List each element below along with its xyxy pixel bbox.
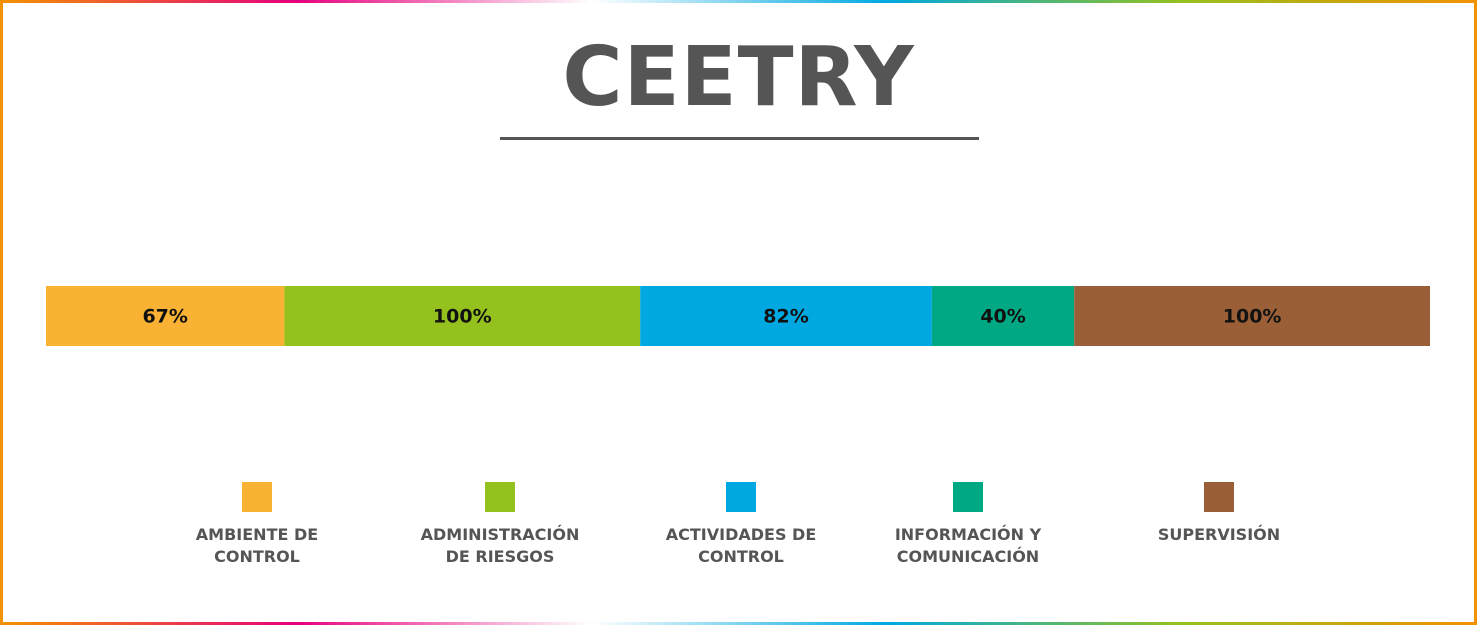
- legend-label: SUPERVISIÓN: [1157, 525, 1281, 544]
- legend-swatch: [485, 482, 515, 512]
- legend-label: ACTIVIDADES DE CONTROL: [665, 525, 817, 566]
- legend-label: AMBIENTE DE CONTROL: [195, 525, 319, 566]
- legend-swatch: [242, 482, 272, 512]
- legend-item: ADMINISTRACIÓN DE RIESGOS: [420, 482, 580, 568]
- data-label: 100%: [433, 306, 492, 328]
- legend-swatch: [953, 482, 983, 512]
- chart-title: CEETRY: [562, 30, 915, 125]
- legend-item: AMBIENTE DE CONTROL: [177, 482, 337, 568]
- data-label: 82%: [763, 306, 808, 328]
- legend-item: ACTIVIDADES DE CONTROL: [661, 482, 821, 568]
- data-label: 100%: [1223, 306, 1282, 328]
- legend-item: SUPERVISIÓN: [1139, 482, 1299, 546]
- legend-label: INFORMACIÓN Y COMUNICACIÓN: [894, 525, 1042, 566]
- data-label: 40%: [980, 306, 1025, 328]
- legend-swatch: [1204, 482, 1234, 512]
- bar-segment: [931, 286, 1075, 346]
- bar-segment: [46, 286, 285, 346]
- legend-item: INFORMACIÓN Y COMUNICACIÓN: [888, 482, 1048, 568]
- bar-segment: [640, 286, 932, 346]
- bar-segment: [284, 286, 641, 346]
- title-rule: [500, 137, 979, 140]
- legend-label: ADMINISTRACIÓN DE RIESGOS: [420, 525, 580, 566]
- data-label: 67%: [142, 306, 187, 328]
- bar-segment: [1074, 286, 1430, 346]
- legend-swatch: [726, 482, 756, 512]
